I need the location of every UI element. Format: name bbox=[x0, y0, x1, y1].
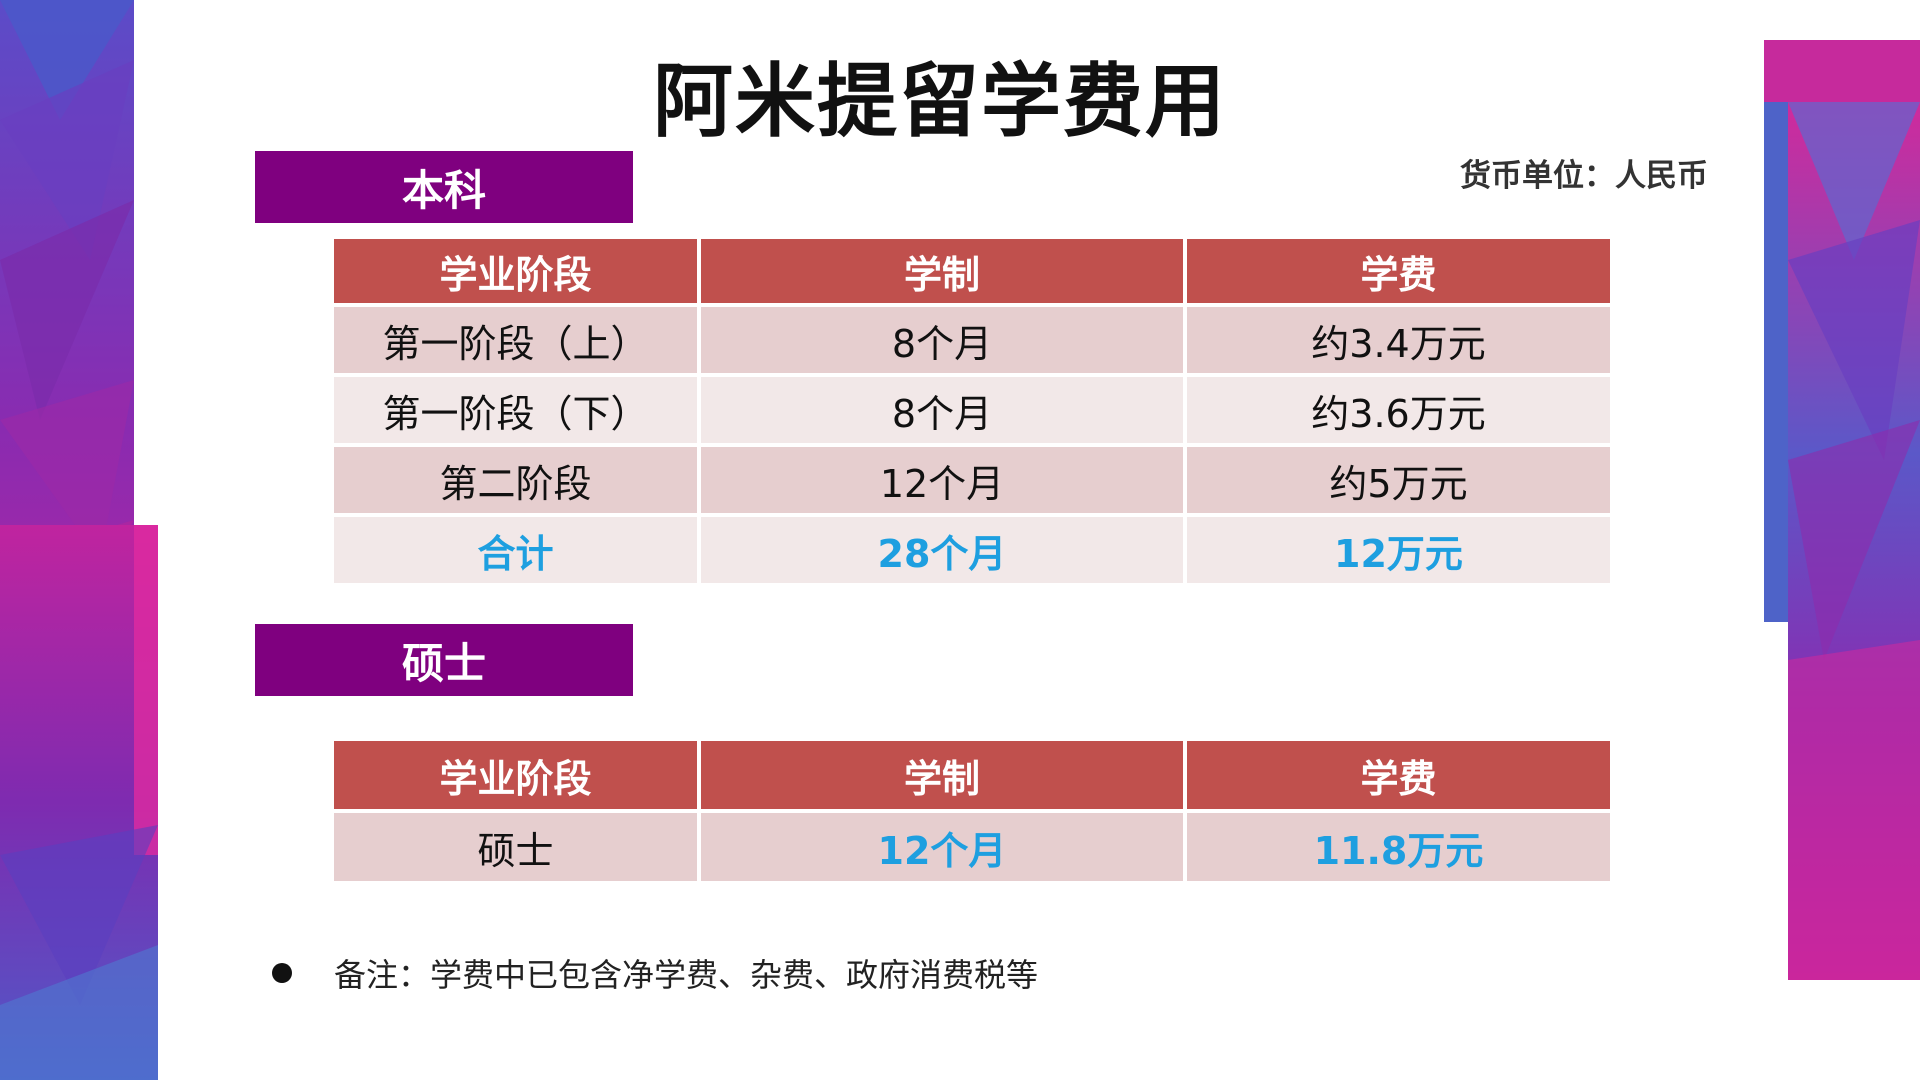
fee-cell: 约5万元 bbox=[1187, 447, 1610, 513]
duration-cell: 12个月 bbox=[701, 813, 1183, 881]
fee-cell: 11.8万元 bbox=[1187, 813, 1610, 881]
total-stage-cell: 合计 bbox=[334, 517, 697, 583]
fee-cell: 约3.6万元 bbox=[1187, 377, 1610, 443]
fee-cell: 约3.4万元 bbox=[1187, 307, 1610, 373]
table-row: 第二阶段 12个月 约5万元 bbox=[334, 447, 1610, 513]
header-stage: 学业阶段 bbox=[334, 239, 697, 303]
table-header-row: 学业阶段 学制 学费 bbox=[334, 239, 1610, 303]
section-label-master: 硕士 bbox=[255, 624, 633, 696]
duration-cell: 8个月 bbox=[701, 377, 1183, 443]
stage-cell: 第一阶段（上） bbox=[334, 307, 697, 373]
stage-cell: 第二阶段 bbox=[334, 447, 697, 513]
total-row: 合计 28个月 12万元 bbox=[334, 517, 1610, 583]
header-fee: 学费 bbox=[1187, 239, 1610, 303]
header-stage: 学业阶段 bbox=[334, 741, 697, 809]
right-decoration bbox=[1764, 40, 1920, 980]
header-duration: 学制 bbox=[701, 239, 1183, 303]
duration-cell: 12个月 bbox=[701, 447, 1183, 513]
header-duration: 学制 bbox=[701, 741, 1183, 809]
table-row: 第一阶段（下） 8个月 约3.6万元 bbox=[334, 377, 1610, 443]
stage-cell: 第一阶段（下） bbox=[334, 377, 697, 443]
table-header-row: 学业阶段 学制 学费 bbox=[334, 741, 1610, 809]
duration-cell: 8个月 bbox=[701, 307, 1183, 373]
header-fee: 学费 bbox=[1187, 741, 1610, 809]
remark-text: 备注：学费中已包含净学费、杂费、政府消费税等 bbox=[334, 956, 1039, 994]
stage-cell: 硕士 bbox=[334, 813, 697, 881]
bullet-icon bbox=[272, 963, 292, 983]
remark-note: 备注：学费中已包含净学费、杂费、政府消费税等 bbox=[272, 950, 1038, 996]
table-row: 第一阶段（上） 8个月 约3.4万元 bbox=[334, 307, 1610, 373]
table-row: 硕士 12个月 11.8万元 bbox=[334, 813, 1610, 881]
currency-unit-note: 货币单位：人民币 bbox=[1460, 158, 1708, 194]
total-fee-cell: 12万元 bbox=[1187, 517, 1610, 583]
master-fee-table: 学业阶段 学制 学费 硕士 12个月 11.8万元 bbox=[330, 737, 1614, 885]
left-decoration-lower bbox=[0, 525, 158, 1080]
section-label-undergraduate: 本科 bbox=[255, 151, 633, 223]
page-title: 阿米提留学费用 bbox=[653, 55, 1227, 148]
total-duration-cell: 28个月 bbox=[701, 517, 1183, 583]
undergraduate-fee-table: 学业阶段 学制 学费 第一阶段（上） 8个月 约3.4万元 第一阶段（下） 8个… bbox=[330, 235, 1614, 587]
